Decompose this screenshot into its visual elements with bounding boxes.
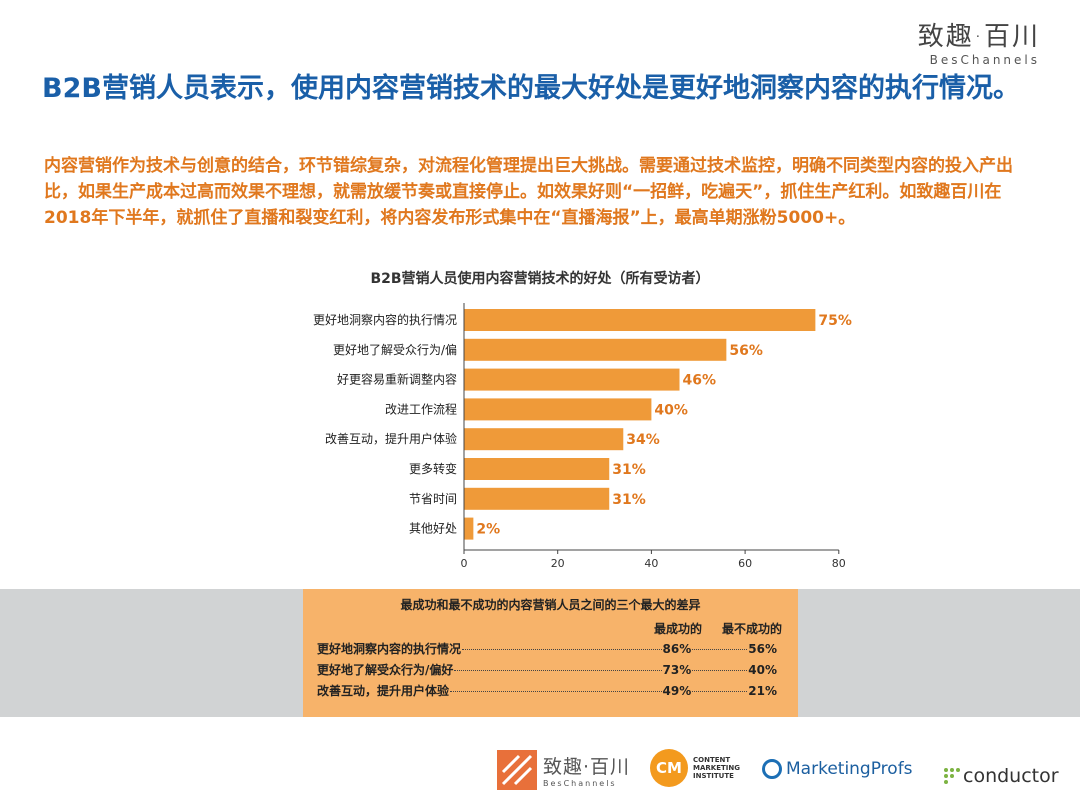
row-value-least: 56% — [748, 642, 777, 656]
cmi-line: CONTENT — [693, 756, 731, 764]
data-label: 46% — [683, 373, 717, 389]
category-label: 更好地洞察内容的执行情况 — [313, 312, 457, 327]
chart-bar — [464, 458, 610, 480]
marketingprofs-logo-text: MarketingProfs — [786, 759, 913, 779]
dot-leader — [692, 691, 748, 692]
chart-bar — [464, 398, 652, 421]
table-row: 更好地洞察内容的执行情况 86% 56% — [317, 640, 777, 658]
cmi-mark-icon: CM — [650, 749, 688, 787]
x-tick-label: 60 — [738, 557, 752, 570]
beschannels-logo-cn: 致趣·百川 — [543, 756, 631, 778]
chart-bar — [464, 428, 624, 451]
data-label: 2% — [476, 522, 500, 538]
row-label: 更好地了解受众行为/偏好 — [317, 663, 454, 677]
category-label: 节省时间 — [409, 492, 457, 506]
data-label: 31% — [612, 462, 646, 478]
chart-bar — [464, 487, 610, 510]
difference-table: 最成功和最不成功的内容营销人员之间的三个最大的差异 最成功的 最不成功的 更好地… — [303, 589, 798, 717]
category-label: 改进工作流程 — [385, 401, 457, 416]
dot-leader — [450, 691, 662, 692]
chart-title: B2B营销人员使用内容营销技术的好处（所有受访者） — [370, 271, 710, 287]
dot-leader — [462, 649, 662, 650]
brand-name-cn: 致趣·百川 — [917, 22, 1040, 52]
page-headline: B2B营销人员表示，使用内容营销技术的最大好处是更好地洞察内容的执行情况。 — [42, 73, 1020, 104]
partner-logos: 致趣·百川 BesChannels CM CONTENT MARKETING I… — [0, 745, 1080, 800]
category-label: 改善互动，提升用户体验 — [325, 431, 457, 446]
beschannels-logo: 致趣·百川 BesChannels — [497, 750, 630, 790]
conductor-logo-text: conductor — [963, 765, 1059, 787]
chart-bar — [464, 309, 816, 331]
row-value-most: 86% — [662, 642, 692, 656]
column-header-most-successful: 最成功的 — [654, 622, 703, 636]
category-label: 好更容易重新调整内容 — [337, 372, 457, 387]
difference-table-title: 最成功和最不成功的内容营销人员之间的三个最大的差异 — [400, 598, 701, 612]
row-value-least: 21% — [748, 684, 777, 698]
row-value-least: 40% — [748, 663, 777, 677]
row-value-most: 73% — [662, 663, 692, 677]
category-label: 更好地了解受众行为/偏 — [333, 342, 457, 357]
data-label: 56% — [729, 343, 763, 359]
data-label: 40% — [654, 402, 688, 418]
chart-bar — [464, 517, 474, 540]
dot-leader — [692, 649, 748, 650]
marketingprofs-mark-icon — [762, 759, 782, 779]
conductor-dots-icon — [944, 768, 960, 784]
x-tick-label: 20 — [551, 557, 565, 570]
intro-paragraph: 内容营销作为技术与创意的结合，环节错综复杂，对流程化管理提出巨大挑战。需要通过技… — [44, 156, 1013, 228]
row-value-most: 49% — [662, 684, 692, 698]
cmi-line: MARKETING — [693, 764, 740, 772]
marketingprofs-logo: MarketingProfs — [762, 759, 913, 779]
data-label: 31% — [612, 492, 646, 508]
dot-leader — [454, 670, 662, 671]
data-label: 75% — [818, 313, 852, 329]
x-tick-label: 80 — [832, 557, 846, 570]
x-tick-label: 40 — [644, 557, 658, 570]
category-label: 更多转变 — [409, 461, 457, 476]
chart-bar — [464, 368, 680, 391]
table-row: 改善互动，提升用户体验 49% 21% — [317, 682, 777, 700]
table-row: 更好地了解受众行为/偏好 73% 40% — [317, 661, 777, 679]
conductor-logo: conductor — [944, 765, 1059, 787]
column-header-least-successful: 最不成功的 — [722, 622, 783, 636]
x-tick-label: 0 — [461, 557, 468, 570]
row-label: 更好地洞察内容的执行情况 — [317, 642, 462, 656]
row-label: 改善互动，提升用户体验 — [317, 684, 450, 698]
brand-logo: 致趣·百川 BesChannels — [918, 16, 1040, 67]
data-label: 34% — [626, 432, 660, 448]
cmi-line: INSTITUTE — [693, 772, 734, 780]
cmi-logo: CM CONTENT MARKETING INSTITUTE — [650, 749, 740, 787]
bar-chart: 更好地洞察内容的执行情况 75% 更好地了解受众行为/偏 56% 好更容易重新调整内容 4… — [313, 303, 852, 570]
beschannels-logo-en: BesChannels — [543, 779, 617, 788]
dot-leader — [692, 670, 748, 671]
brand-name-en: BesChannels — [929, 53, 1040, 67]
category-label: 其他好处 — [409, 522, 457, 536]
chart-bar — [464, 338, 727, 361]
beschannels-mark-icon — [497, 750, 537, 790]
